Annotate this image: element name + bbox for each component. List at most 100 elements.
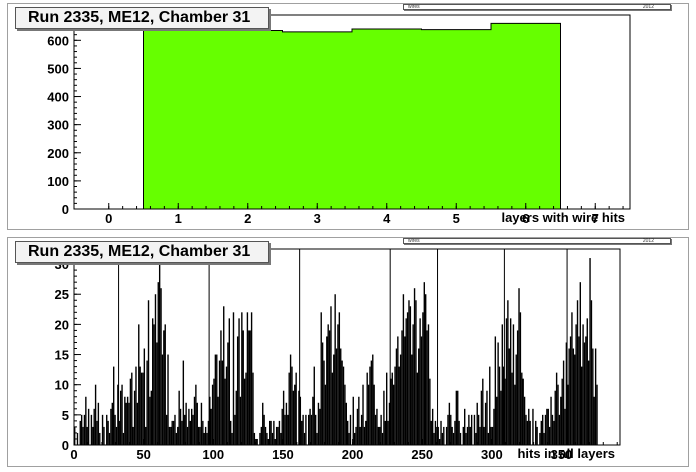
bottom-bin-bar (288, 372, 290, 445)
bottom-bin-bar (216, 354, 218, 445)
bottom-bin-bar (93, 408, 95, 445)
bottom-bin-bar (532, 408, 534, 445)
bottom-bin-bar (280, 432, 282, 445)
bottom-bin-bar (171, 420, 173, 445)
bottom-bin-bar (278, 420, 281, 445)
bottom-bin-bar (124, 396, 126, 445)
bottom-bin-bar (420, 336, 423, 445)
bottom-bin-bar (117, 384, 119, 445)
top-bin-bar (143, 23, 213, 209)
bottom-bin-bar (572, 348, 575, 445)
bottom-bin-bar (454, 420, 456, 445)
bottom-bin-bar (252, 372, 254, 445)
bottom-bin-bar (543, 432, 545, 445)
bottom-bin-bar (394, 366, 396, 445)
bottom-bin-bar (503, 366, 505, 445)
bottom-bin-bar (178, 390, 180, 445)
bottom-bin-bar (174, 414, 176, 445)
top-stats-left: wires (408, 4, 420, 10)
bottom-x-tick-label: 350 (551, 447, 573, 462)
bottom-bin-bar (507, 300, 509, 445)
bottom-bin-bar (515, 354, 517, 445)
bottom-bin-bar (406, 312, 409, 445)
bottom-bin-bar (197, 426, 200, 445)
bottom-bin-bar (546, 408, 548, 445)
bottom-bin-bar (83, 414, 86, 445)
bottom-bin-bar (259, 432, 261, 445)
bottom-bin-bar (554, 390, 556, 445)
bottom-bin-bar (243, 378, 246, 445)
bottom-bin-bar (355, 426, 357, 445)
bottom-bin-bar (379, 426, 381, 445)
bottom-bin-bar (380, 414, 382, 445)
bottom-bin-bar (568, 348, 570, 445)
bottom-bin-bar (188, 408, 190, 445)
bottom-bin-bar (274, 438, 276, 445)
bottom-y-tick-label: 0 (62, 438, 69, 453)
bottom-bin-bar (186, 426, 189, 445)
bottom-bin-bar (567, 384, 569, 445)
top-y-tick-label: 200 (47, 146, 69, 161)
bottom-bin-bar (110, 408, 112, 445)
bottom-bin-bar (592, 348, 594, 445)
bottom-bin-bar (377, 426, 380, 445)
bottom-bin-bar (323, 360, 325, 445)
bottom-bin-bar (260, 426, 263, 445)
bottom-bin-bar (477, 414, 480, 445)
bottom-bin-bar (79, 420, 81, 445)
bottom-bin-bar (253, 432, 256, 445)
bottom-bin-bar (289, 354, 292, 445)
bottom-bin-bar (425, 294, 427, 445)
bottom-bin-bar (172, 420, 175, 445)
bottom-bin-bar (362, 384, 364, 445)
bottom-bin-bar (358, 396, 360, 445)
top-y-tick-label: 100 (47, 174, 69, 189)
bottom-bin-bar (451, 426, 453, 445)
bottom-bin-bar (464, 408, 466, 445)
bottom-bin-bar (500, 390, 502, 445)
bottom-bin-bar (82, 426, 84, 445)
bottom-bin-bar (433, 432, 435, 445)
bottom-bin-bar (374, 414, 377, 445)
bottom-bin-bar (529, 420, 531, 445)
bottom-bin-bar (147, 300, 150, 445)
bottom-x-tick-label: 300 (481, 447, 503, 462)
bottom-bin-bar (80, 414, 83, 445)
bottom-bin-bar (522, 378, 524, 445)
bottom-bin-bar (589, 258, 591, 445)
bottom-bin-bar (200, 402, 203, 445)
bottom-bin-bar (413, 288, 416, 445)
bottom-bin-bar (548, 426, 551, 445)
top-y-tick-label: 300 (47, 118, 69, 133)
bottom-bin-bar (395, 348, 398, 445)
bottom-bin-bar (218, 360, 221, 445)
bottom-bin-bar (569, 336, 572, 445)
bottom-bin-bar (562, 360, 565, 445)
bottom-bin-bar (523, 396, 526, 445)
bottom-bin-bar (189, 420, 191, 445)
bottom-bin-bar (326, 336, 328, 445)
bottom-bin-bar (487, 432, 490, 445)
bottom-bin-bar (402, 294, 405, 445)
bottom-bin-bar (277, 426, 279, 445)
bottom-bin-bar (135, 366, 137, 445)
bottom-bin-bar (376, 408, 378, 445)
bottom-bin-bar (309, 408, 311, 445)
bottom-bin-bar (497, 342, 499, 445)
bottom-bin-bar (266, 432, 268, 445)
bottom-bin-bar (132, 426, 134, 445)
bottom-bin-bar (255, 438, 257, 445)
bottom-bin-bar (193, 396, 196, 445)
bottom-bin-bar (235, 390, 237, 445)
top-x-tick-label: 6 (522, 211, 529, 226)
bottom-bin-bar (392, 384, 395, 445)
bottom-bin-bar (108, 432, 111, 445)
bottom-bin-bar (264, 426, 267, 445)
top-x-tick-label: 2 (244, 211, 251, 226)
bottom-bin-bar (553, 420, 555, 445)
bottom-bin-bar (192, 414, 194, 445)
bottom-bin-bar (161, 354, 164, 445)
bottom-bin-bar (231, 432, 233, 445)
bottom-bin-bar (146, 360, 148, 445)
